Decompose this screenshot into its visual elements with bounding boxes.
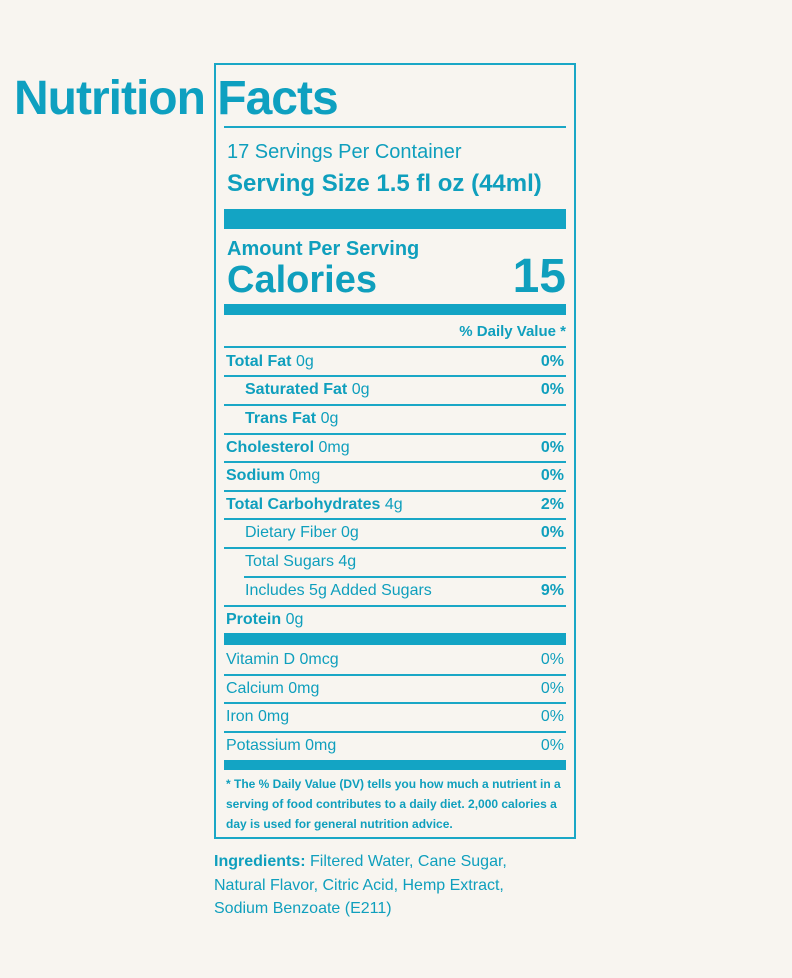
- nutrient-dv: 9%: [540, 582, 564, 599]
- nutrient-row-trans-fat: Trans Fat 0g: [224, 405, 566, 433]
- divider: [224, 375, 566, 377]
- nutrient-row-added-sugars: Includes 5g Added Sugars 9%: [224, 577, 566, 605]
- daily-value-header: % Daily Value *: [459, 323, 566, 340]
- divider: [224, 490, 566, 492]
- divider: [224, 731, 566, 733]
- divider: [244, 576, 566, 578]
- vitamin-row-vitamin-d: Vitamin D 0mcg 0%: [224, 646, 566, 674]
- vitamin-name: Calcium 0mg: [226, 680, 320, 697]
- vitamin-dv: 0%: [540, 680, 564, 697]
- thick-divider: [224, 304, 566, 315]
- vitamin-row-iron: Iron 0mg 0%: [224, 703, 566, 731]
- vitamin-name: Iron 0mg: [226, 708, 290, 725]
- divider: [224, 461, 566, 463]
- nutrient-amount: 4g: [384, 496, 403, 513]
- nutrient-row-total-fat: Total Fat 0g 0%: [224, 348, 566, 376]
- thick-divider: [224, 209, 566, 229]
- nutrient-dv: 0%: [540, 439, 564, 456]
- nutrient-row-total-carbohydrates: Total Carbohydrates 4g 2%: [224, 491, 566, 519]
- nutrient-name: Total Sugars 4g: [245, 553, 357, 570]
- thick-divider: [224, 760, 566, 770]
- nutrient-name: Total Fat: [226, 353, 292, 370]
- thick-divider: [224, 633, 566, 645]
- nutrient-name: Cholesterol: [226, 439, 315, 456]
- nutrient-amount: 0mg: [318, 439, 350, 456]
- nutrient-dv: 0%: [540, 467, 564, 484]
- nutrient-name: Protein: [226, 611, 282, 628]
- vitamin-row-potassium: Potassium 0mg 0%: [224, 732, 566, 760]
- nutrient-name: Total Carbohydrates: [226, 496, 381, 513]
- divider: [224, 702, 566, 704]
- divider: [224, 404, 566, 406]
- ingredients-label: Ingredients:: [214, 853, 306, 870]
- nutrition-facts-title: Nutrition Facts: [14, 72, 339, 125]
- vitamin-dv: 0%: [540, 737, 564, 754]
- amount-per-serving: Amount Per Serving: [227, 238, 420, 260]
- divider: [224, 674, 566, 676]
- nutrient-amount: 0g: [295, 353, 314, 370]
- nutrient-row-dietary-fiber: Dietary Fiber 0g 0%: [224, 519, 566, 547]
- vitamin-name: Potassium 0mg: [226, 737, 337, 754]
- nutrient-dv: 0%: [540, 381, 564, 398]
- nutrient-name: Sodium: [226, 467, 285, 484]
- nutrient-amount: 0g: [285, 611, 304, 628]
- vitamin-row-calcium: Calcium 0mg 0%: [224, 675, 566, 703]
- servings-per-container: 17 Servings Per Container: [227, 141, 462, 163]
- divider: [224, 547, 566, 549]
- divider: [224, 605, 566, 607]
- nutrient-amount: 0mg: [289, 467, 321, 484]
- serving-size: Serving Size 1.5 fl oz (44ml): [227, 170, 542, 197]
- nutrient-dv: 0%: [540, 524, 564, 541]
- divider: [224, 518, 566, 520]
- nutrient-row-total-sugars: Total Sugars 4g: [224, 548, 566, 576]
- nutrient-name: Includes 5g Added Sugars: [245, 582, 432, 599]
- vitamin-dv: 0%: [540, 651, 564, 668]
- nutrition-facts-panel: [214, 63, 576, 839]
- nutrient-name: Saturated Fat: [245, 381, 348, 398]
- calories-value: 15: [512, 250, 566, 303]
- vitamin-dv: 0%: [540, 708, 564, 725]
- nutrient-dv: 2%: [540, 496, 564, 513]
- nutrient-row-cholesterol: Cholesterol 0mg 0%: [224, 434, 566, 462]
- ingredients-text: Filtered Water, Cane Sugar, Natural Flav…: [214, 853, 507, 917]
- nutrient-row-protein: Protein 0g: [224, 606, 566, 634]
- nutrient-amount: 0g: [320, 410, 339, 427]
- nutrient-dv: 0%: [540, 353, 564, 370]
- divider: [224, 126, 566, 128]
- nutrient-row-saturated-fat: Saturated Fat 0g 0%: [224, 376, 566, 404]
- nutrient-name: Dietary Fiber 0g: [245, 524, 359, 541]
- nutrient-row-sodium: Sodium 0mg 0%: [224, 462, 566, 490]
- nutrient-amount: 0g: [351, 381, 370, 398]
- daily-value-footnote: * The % Daily Value (DV) tells you how m…: [226, 777, 561, 831]
- divider: [224, 346, 566, 348]
- divider: [224, 433, 566, 435]
- nutrient-name: Trans Fat: [245, 410, 317, 427]
- ingredients-section: Ingredients: Filtered Water, Cane Sugar,…: [214, 850, 554, 921]
- vitamin-name: Vitamin D 0mcg: [226, 651, 339, 668]
- calories-label: Calories: [227, 259, 377, 301]
